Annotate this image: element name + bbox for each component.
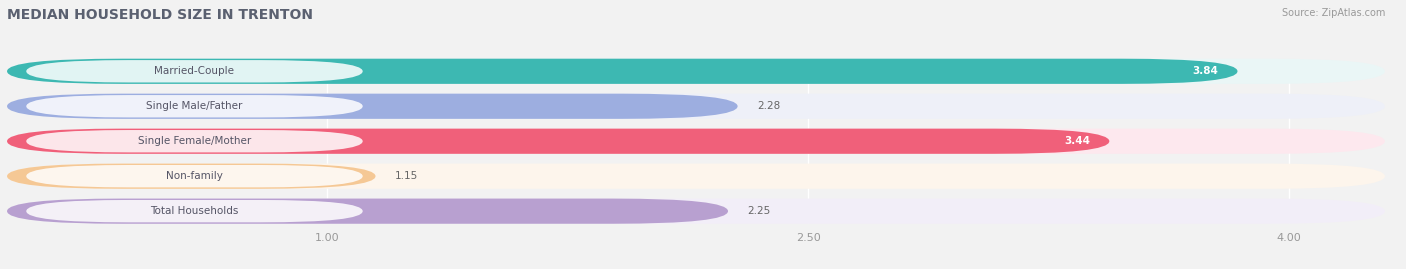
Text: 3.44: 3.44 [1064, 136, 1090, 146]
FancyBboxPatch shape [7, 164, 1385, 189]
Text: 2.25: 2.25 [747, 206, 770, 216]
FancyBboxPatch shape [7, 94, 738, 119]
FancyBboxPatch shape [7, 129, 1385, 154]
FancyBboxPatch shape [7, 164, 375, 189]
FancyBboxPatch shape [27, 60, 363, 83]
FancyBboxPatch shape [27, 165, 363, 187]
FancyBboxPatch shape [27, 200, 363, 222]
FancyBboxPatch shape [7, 59, 1385, 84]
Text: 2.28: 2.28 [756, 101, 780, 111]
FancyBboxPatch shape [7, 199, 1385, 224]
FancyBboxPatch shape [7, 59, 1237, 84]
FancyBboxPatch shape [27, 95, 363, 118]
Text: Single Male/Father: Single Male/Father [146, 101, 243, 111]
FancyBboxPatch shape [27, 130, 363, 153]
FancyBboxPatch shape [7, 129, 1109, 154]
FancyBboxPatch shape [7, 199, 728, 224]
FancyBboxPatch shape [7, 94, 1385, 119]
Text: Source: ZipAtlas.com: Source: ZipAtlas.com [1281, 8, 1385, 18]
Text: MEDIAN HOUSEHOLD SIZE IN TRENTON: MEDIAN HOUSEHOLD SIZE IN TRENTON [7, 8, 314, 22]
Text: Single Female/Mother: Single Female/Mother [138, 136, 252, 146]
Text: Married-Couple: Married-Couple [155, 66, 235, 76]
Text: 3.84: 3.84 [1192, 66, 1218, 76]
Text: Non-family: Non-family [166, 171, 224, 181]
Text: 1.15: 1.15 [395, 171, 418, 181]
Text: Total Households: Total Households [150, 206, 239, 216]
